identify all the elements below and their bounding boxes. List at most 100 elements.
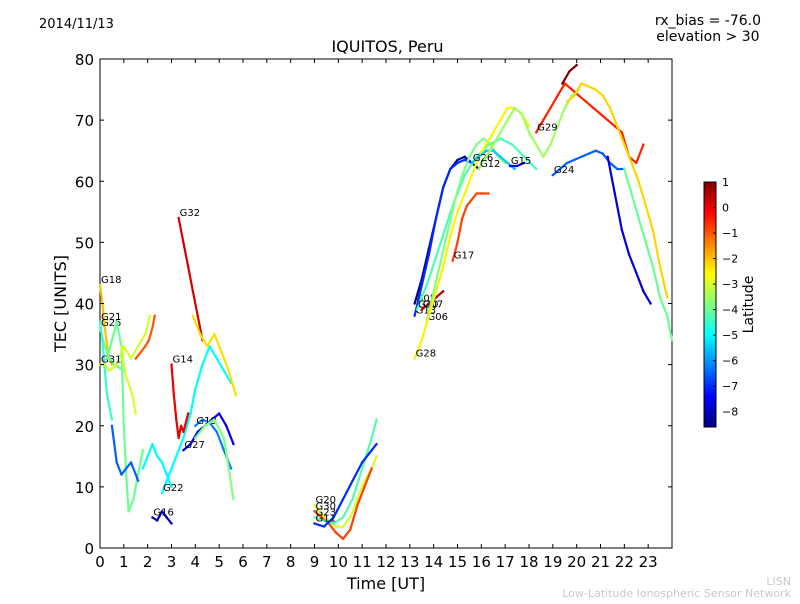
data-point	[115, 461, 118, 464]
data-point	[453, 198, 457, 201]
data-point	[613, 192, 616, 195]
data-point	[160, 461, 164, 464]
data-point	[115, 363, 118, 366]
data-point	[341, 525, 345, 528]
colorbar-tick-label: −8	[722, 406, 738, 419]
y-tick-label: 40	[75, 296, 94, 314]
data-point	[351, 479, 354, 482]
data-point	[482, 137, 485, 140]
data-point	[487, 192, 490, 195]
colorbar-tick-label: 1	[722, 176, 729, 189]
data-point	[439, 241, 442, 244]
satellite-label-g16: G16	[153, 507, 173, 518]
data-point	[506, 118, 509, 122]
data-point	[492, 149, 495, 152]
data-point	[549, 143, 552, 146]
data-point	[117, 366, 121, 369]
data-point	[563, 106, 566, 110]
satellite-label-g11: G11	[316, 514, 336, 525]
data-point	[439, 259, 442, 262]
data-point	[470, 173, 473, 177]
data-point	[620, 228, 624, 232]
satellite-label-g18: G18	[101, 275, 121, 286]
data-point	[468, 155, 471, 158]
x-tick-label: 15	[448, 553, 467, 571]
satellite-label-g31: G31	[101, 355, 121, 366]
data-point	[573, 158, 576, 162]
data-point	[170, 522, 173, 525]
data-point	[630, 192, 633, 195]
data-point	[413, 357, 416, 360]
data-point	[635, 271, 638, 275]
data-point	[375, 418, 378, 421]
y-tick-label: 30	[75, 357, 94, 375]
data-point	[456, 210, 459, 213]
data-point	[515, 164, 519, 168]
x-tick-label: 11	[353, 553, 372, 571]
chart-title: IQUITOS, Peru	[331, 37, 444, 56]
data-point	[194, 387, 197, 391]
data-point	[101, 339, 104, 342]
satellite-label-g25: G25	[101, 318, 121, 329]
data-point	[144, 345, 147, 348]
series-line-G29	[535, 82, 645, 164]
data-point	[136, 479, 140, 482]
data-point	[484, 149, 488, 152]
x-tick-label: 2	[143, 553, 153, 571]
data-point	[413, 302, 416, 305]
satellite-label-g06: G06	[428, 312, 448, 323]
satellite-label-g26: G26	[473, 153, 493, 164]
data-point	[644, 241, 647, 244]
satellite-label-g28: G28	[416, 349, 436, 360]
data-point	[592, 106, 595, 110]
data-point	[561, 82, 564, 85]
data-point	[492, 143, 495, 146]
data-point	[666, 314, 669, 317]
data-point	[131, 394, 134, 397]
data-point	[234, 394, 238, 397]
data-point	[492, 131, 495, 134]
x-tick-label: 17	[496, 553, 515, 571]
data-point	[213, 332, 216, 336]
data-point	[651, 265, 655, 268]
data-point	[191, 290, 195, 293]
data-point	[125, 375, 128, 379]
data-point	[182, 436, 185, 440]
x-tick-label: 16	[472, 553, 491, 571]
data-point	[98, 320, 102, 323]
data-point	[206, 345, 209, 348]
colorbar-tick-label: −6	[722, 355, 738, 368]
satellite-label-g12: G12	[480, 159, 500, 170]
data-point	[334, 525, 338, 528]
data-point	[170, 363, 173, 366]
data-point	[320, 513, 323, 516]
y-tick-label: 60	[75, 173, 94, 191]
y-tick-label: 50	[75, 234, 94, 252]
satellite-label-g23: G23	[316, 507, 336, 518]
chart-date: 2014/11/13	[39, 17, 114, 32]
data-point	[136, 473, 140, 476]
data-point	[147, 339, 151, 342]
data-point	[187, 412, 190, 415]
data-point	[203, 424, 207, 427]
x-tick-label: 6	[238, 553, 248, 571]
series-line-G20	[313, 455, 378, 528]
series-line-track-7	[134, 314, 156, 360]
x-tick-label: 12	[376, 553, 395, 571]
data-point	[127, 381, 130, 385]
data-point	[160, 491, 164, 495]
series-line-G19	[194, 418, 233, 470]
data-point	[313, 522, 316, 525]
data-point	[644, 204, 647, 207]
data-point	[587, 152, 590, 155]
data-point	[370, 467, 373, 470]
data-point	[313, 504, 316, 507]
data-point	[208, 345, 211, 348]
data-point	[179, 424, 183, 427]
rx-bias-text: rx_bias = -76.0	[654, 13, 761, 29]
data-point	[165, 479, 168, 482]
data-point	[484, 155, 488, 158]
data-point	[189, 412, 192, 415]
data-point	[442, 290, 445, 293]
